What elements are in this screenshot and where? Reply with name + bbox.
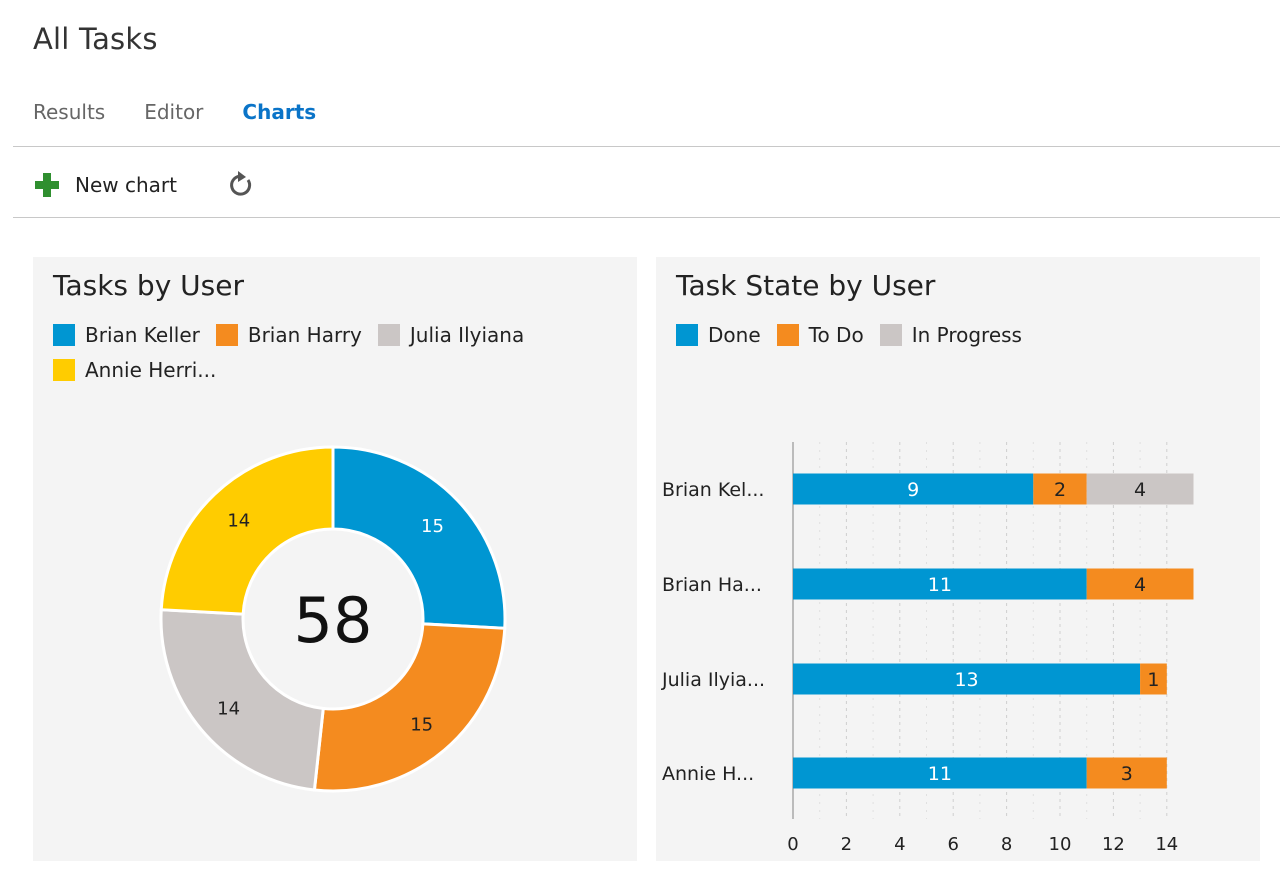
page-title: All Tasks (33, 22, 158, 56)
legend-item[interactable]: Done (676, 317, 761, 352)
bar-value-label: 4 (1134, 479, 1146, 501)
tasks-by-user-panel: Tasks by User Brian Keller Brian Harry J… (33, 257, 637, 861)
chart-title: Task State by User (676, 269, 936, 302)
bar-value-label: 4 (1134, 574, 1146, 596)
bar-segment[interactable] (793, 473, 1034, 505)
slice-value-label: 15 (410, 714, 433, 735)
bar-segment[interactable] (793, 568, 1087, 600)
stacked-bar-chart: 0 2 4 6 8 10 12 14 Brian Kel... 9 2 4 Brian Ha... 11 4… (661, 442, 1194, 855)
legend-swatch (676, 323, 698, 346)
new-chart-label: New chart (75, 173, 177, 197)
bar-segment[interactable] (793, 663, 1141, 695)
donut-slice[interactable] (159, 445, 335, 616)
legend-label: Brian Keller (85, 322, 200, 347)
legend-item[interactable]: Julia Ilyiana (377, 317, 525, 352)
tab-bar: Results Editor Charts (33, 100, 355, 124)
legend-swatch (53, 323, 75, 346)
legend-swatch (879, 323, 902, 346)
slice-value-label: 14 (217, 699, 240, 720)
y-tick-label: Brian Kel... (662, 479, 764, 501)
bar-segment[interactable] (1140, 663, 1167, 695)
toolbar: New chart (33, 170, 256, 200)
legend-item[interactable]: Brian Harry (215, 317, 362, 352)
x-tick-label: 14 (1155, 834, 1178, 855)
legend-label: Brian Harry (247, 322, 362, 347)
task-state-by-user-panel: Task State by User Done To Do In Progres… (656, 257, 1260, 861)
tabs-divider (13, 146, 1280, 147)
bar-segment[interactable] (1033, 473, 1087, 505)
legend-swatch (377, 323, 400, 346)
x-tick-label: 6 (947, 834, 958, 855)
bar-value-label: 3 (1121, 763, 1133, 785)
slice-value-label: 15 (421, 516, 444, 537)
bar-value-label: 1 (1147, 669, 1159, 691)
legend-label: Done (708, 322, 761, 347)
bar-segment[interactable] (1086, 757, 1167, 789)
legend-label: To Do (808, 322, 864, 347)
donut-total: 58 (294, 584, 373, 657)
legend-item[interactable]: To Do (776, 317, 864, 352)
refresh-icon[interactable] (226, 170, 256, 200)
legend-label: Annie Herri... (85, 357, 217, 382)
chart-title: Tasks by User (53, 269, 244, 302)
legend-item[interactable]: Brian Keller (53, 317, 200, 352)
bar-segment[interactable] (793, 757, 1087, 789)
y-tick-label: Julia Ilyia... (661, 669, 765, 691)
tab-charts[interactable]: Charts (242, 100, 317, 124)
bar-segment[interactable] (1086, 473, 1194, 505)
donut-chart: 15 15 14 14 58 (159, 445, 507, 793)
x-tick-label: 10 (1049, 834, 1072, 855)
legend-swatch (776, 323, 799, 346)
bar-value-label: 2 (1054, 479, 1066, 501)
bar-value-label: 11 (928, 574, 952, 596)
donut-slice[interactable] (331, 445, 507, 630)
legend-item[interactable]: Annie Herri... (53, 352, 216, 387)
toolbar-divider (13, 217, 1280, 218)
bar-value-label: 9 (907, 479, 919, 501)
tab-editor[interactable]: Editor (144, 100, 204, 124)
new-chart-button[interactable]: New chart (33, 171, 177, 199)
legend-swatch (53, 358, 75, 381)
bar-value-label: 11 (928, 763, 952, 785)
x-tick-label: 12 (1102, 834, 1125, 855)
donut-slice[interactable] (312, 622, 507, 793)
x-tick-label: 0 (787, 834, 798, 855)
x-tick-label: 2 (841, 834, 852, 855)
tab-results[interactable]: Results (33, 100, 106, 124)
chart-legend: Done To Do In Progress (676, 317, 1236, 352)
donut-slice[interactable] (159, 608, 325, 792)
x-tick-label: 8 (1001, 834, 1012, 855)
legend-label: Julia Ilyiana (409, 322, 525, 347)
legend-swatch (215, 323, 238, 346)
legend-item[interactable]: In Progress (879, 317, 1022, 352)
bar-segment[interactable] (1086, 568, 1194, 600)
plus-icon (33, 171, 61, 199)
y-tick-label: Brian Ha... (662, 574, 762, 596)
legend-label: In Progress (911, 322, 1022, 347)
bar-value-label: 13 (954, 669, 978, 691)
y-tick-label: Annie H... (662, 763, 754, 785)
slice-value-label: 14 (227, 511, 250, 532)
chart-legend: Brian Keller Brian Harry Julia Ilyiana A… (53, 317, 613, 387)
x-tick-label: 4 (894, 834, 905, 855)
